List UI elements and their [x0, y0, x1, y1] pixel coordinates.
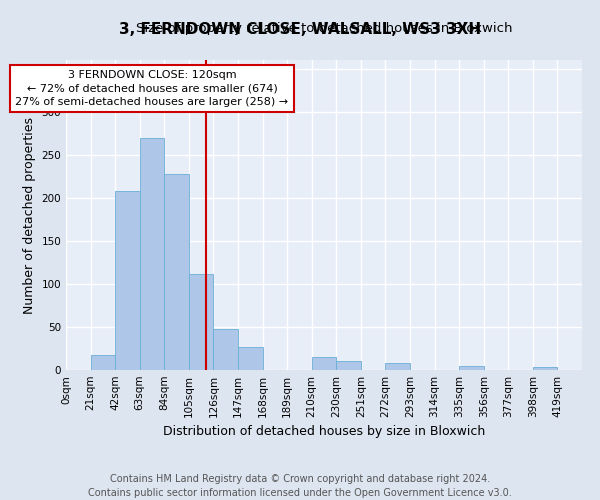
Y-axis label: Number of detached properties: Number of detached properties	[23, 116, 36, 314]
Title: Size of property relative to detached houses in Bloxwich: Size of property relative to detached ho…	[136, 22, 512, 35]
Bar	[214, 328, 238, 370]
Bar	[115, 191, 140, 370]
Bar	[459, 366, 484, 370]
Bar	[385, 363, 410, 370]
Bar	[238, 347, 263, 370]
Bar	[189, 274, 214, 370]
Bar	[533, 366, 557, 370]
Text: Contains HM Land Registry data © Crown copyright and database right 2024.
Contai: Contains HM Land Registry data © Crown c…	[88, 474, 512, 498]
Bar	[312, 357, 336, 370]
Bar	[140, 138, 164, 370]
X-axis label: Distribution of detached houses by size in Bloxwich: Distribution of detached houses by size …	[163, 426, 485, 438]
Bar	[91, 354, 115, 370]
Bar	[336, 362, 361, 370]
Bar	[164, 174, 189, 370]
Text: 3 FERNDOWN CLOSE: 120sqm
← 72% of detached houses are smaller (674)
27% of semi-: 3 FERNDOWN CLOSE: 120sqm ← 72% of detach…	[16, 70, 289, 106]
Text: 3, FERNDOWN CLOSE, WALSALL, WS3 3XH: 3, FERNDOWN CLOSE, WALSALL, WS3 3XH	[119, 22, 481, 38]
